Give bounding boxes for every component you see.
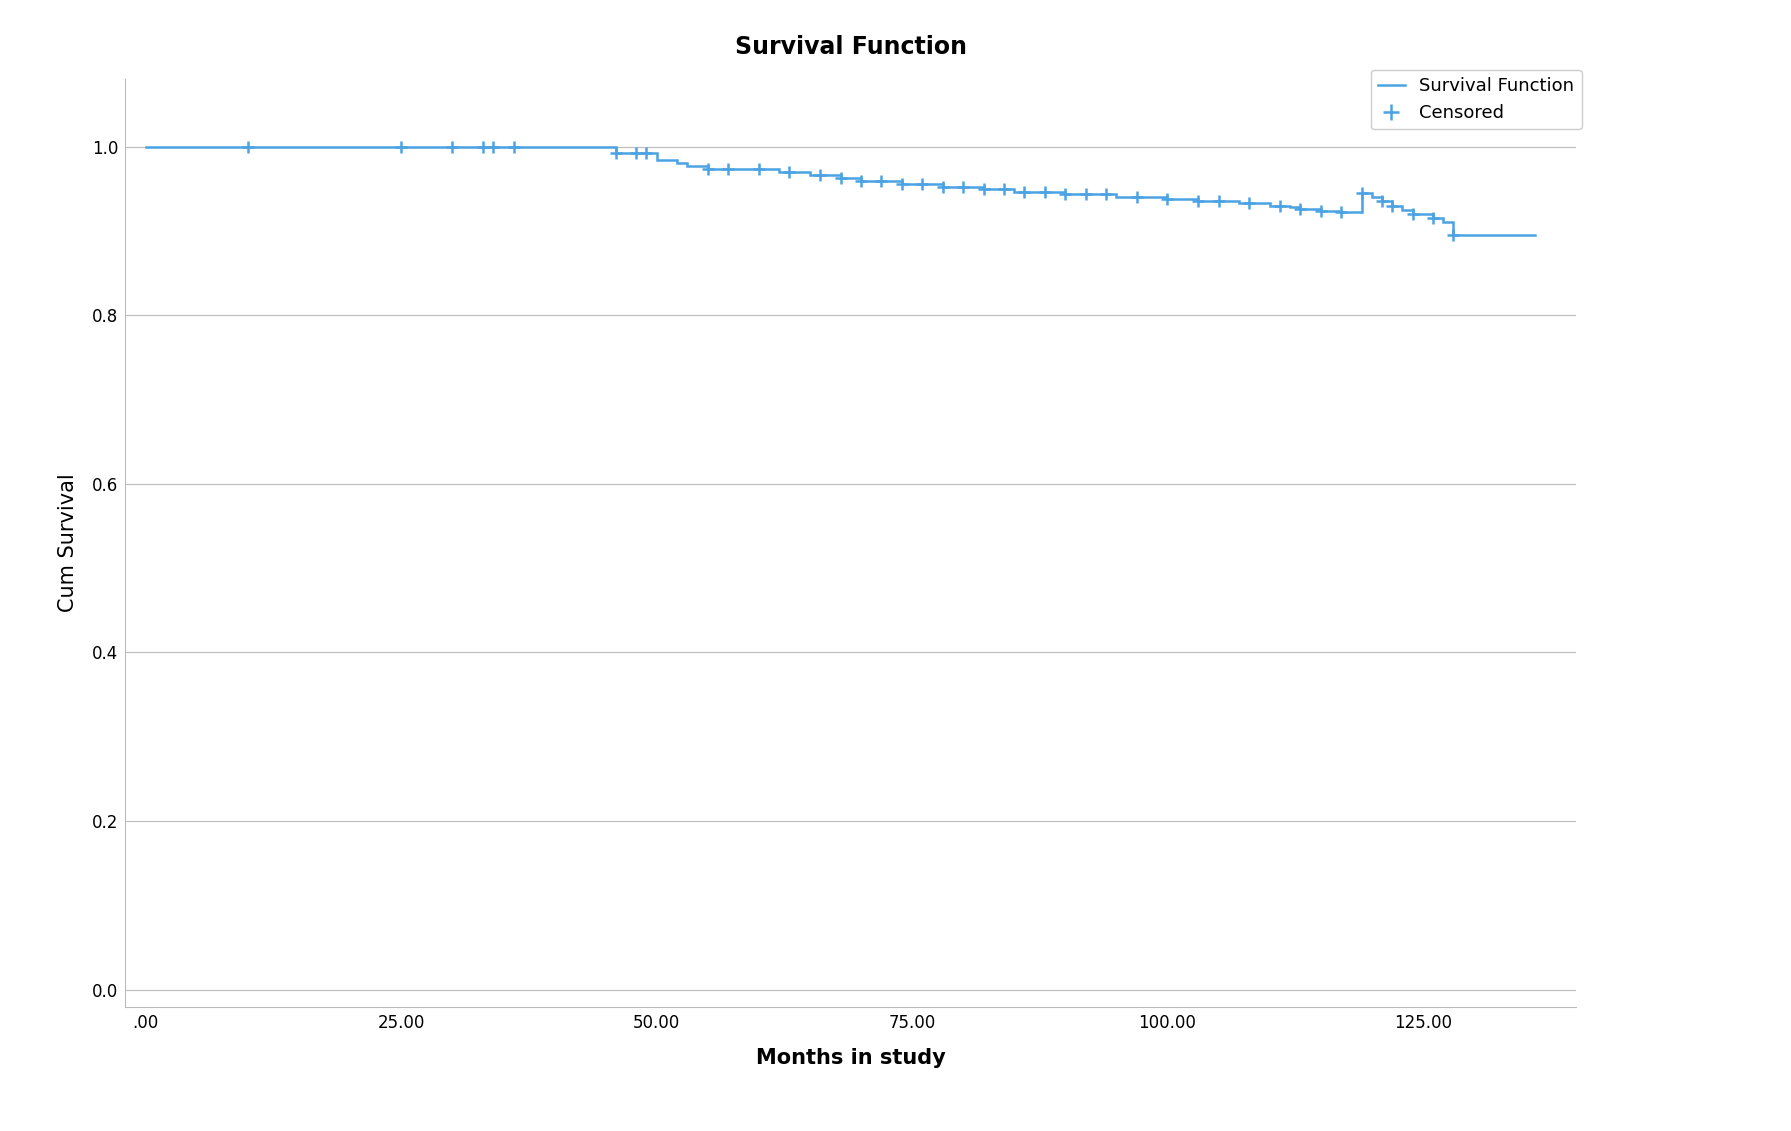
Point: [826, 169, 854, 187]
Point: [1051, 185, 1080, 204]
Point: [1153, 190, 1182, 208]
Point: [439, 138, 467, 156]
Point: [632, 145, 661, 163]
Point: [1347, 184, 1375, 202]
Point: [1399, 205, 1427, 223]
Point: [621, 145, 650, 163]
Point: [745, 159, 774, 178]
Point: [1030, 183, 1058, 201]
Point: [806, 166, 835, 184]
Point: [1093, 185, 1121, 204]
Point: [1184, 192, 1213, 210]
Point: [1286, 200, 1315, 218]
Legend: Survival Function, Censored: Survival Function, Censored: [1370, 70, 1581, 129]
Point: [888, 174, 917, 192]
Point: [387, 138, 416, 156]
Point: [1266, 197, 1295, 215]
Point: [1123, 188, 1152, 206]
X-axis label: Months in study: Months in study: [756, 1048, 946, 1068]
Point: [500, 138, 528, 156]
Point: [969, 180, 998, 198]
Point: [233, 138, 261, 156]
Point: [1327, 204, 1356, 222]
Point: [1204, 192, 1232, 210]
Point: [693, 159, 722, 178]
Point: [1071, 185, 1100, 204]
Point: [1440, 226, 1469, 244]
Title: Survival Function: Survival Function: [734, 35, 967, 59]
Y-axis label: Cum Survival: Cum Survival: [57, 474, 79, 612]
Point: [867, 172, 896, 190]
Point: [1306, 201, 1334, 219]
Point: [1234, 195, 1263, 213]
Point: [1377, 197, 1406, 215]
Point: [847, 172, 876, 190]
Point: [1418, 209, 1447, 227]
Point: [776, 163, 804, 181]
Point: [949, 178, 978, 196]
Point: [1368, 192, 1397, 210]
Point: [908, 174, 937, 192]
Point: [715, 159, 743, 178]
Point: [1010, 183, 1039, 201]
Point: [928, 178, 956, 196]
Point: [469, 138, 498, 156]
Point: [602, 145, 630, 163]
Point: [990, 180, 1019, 198]
Point: [478, 138, 507, 156]
